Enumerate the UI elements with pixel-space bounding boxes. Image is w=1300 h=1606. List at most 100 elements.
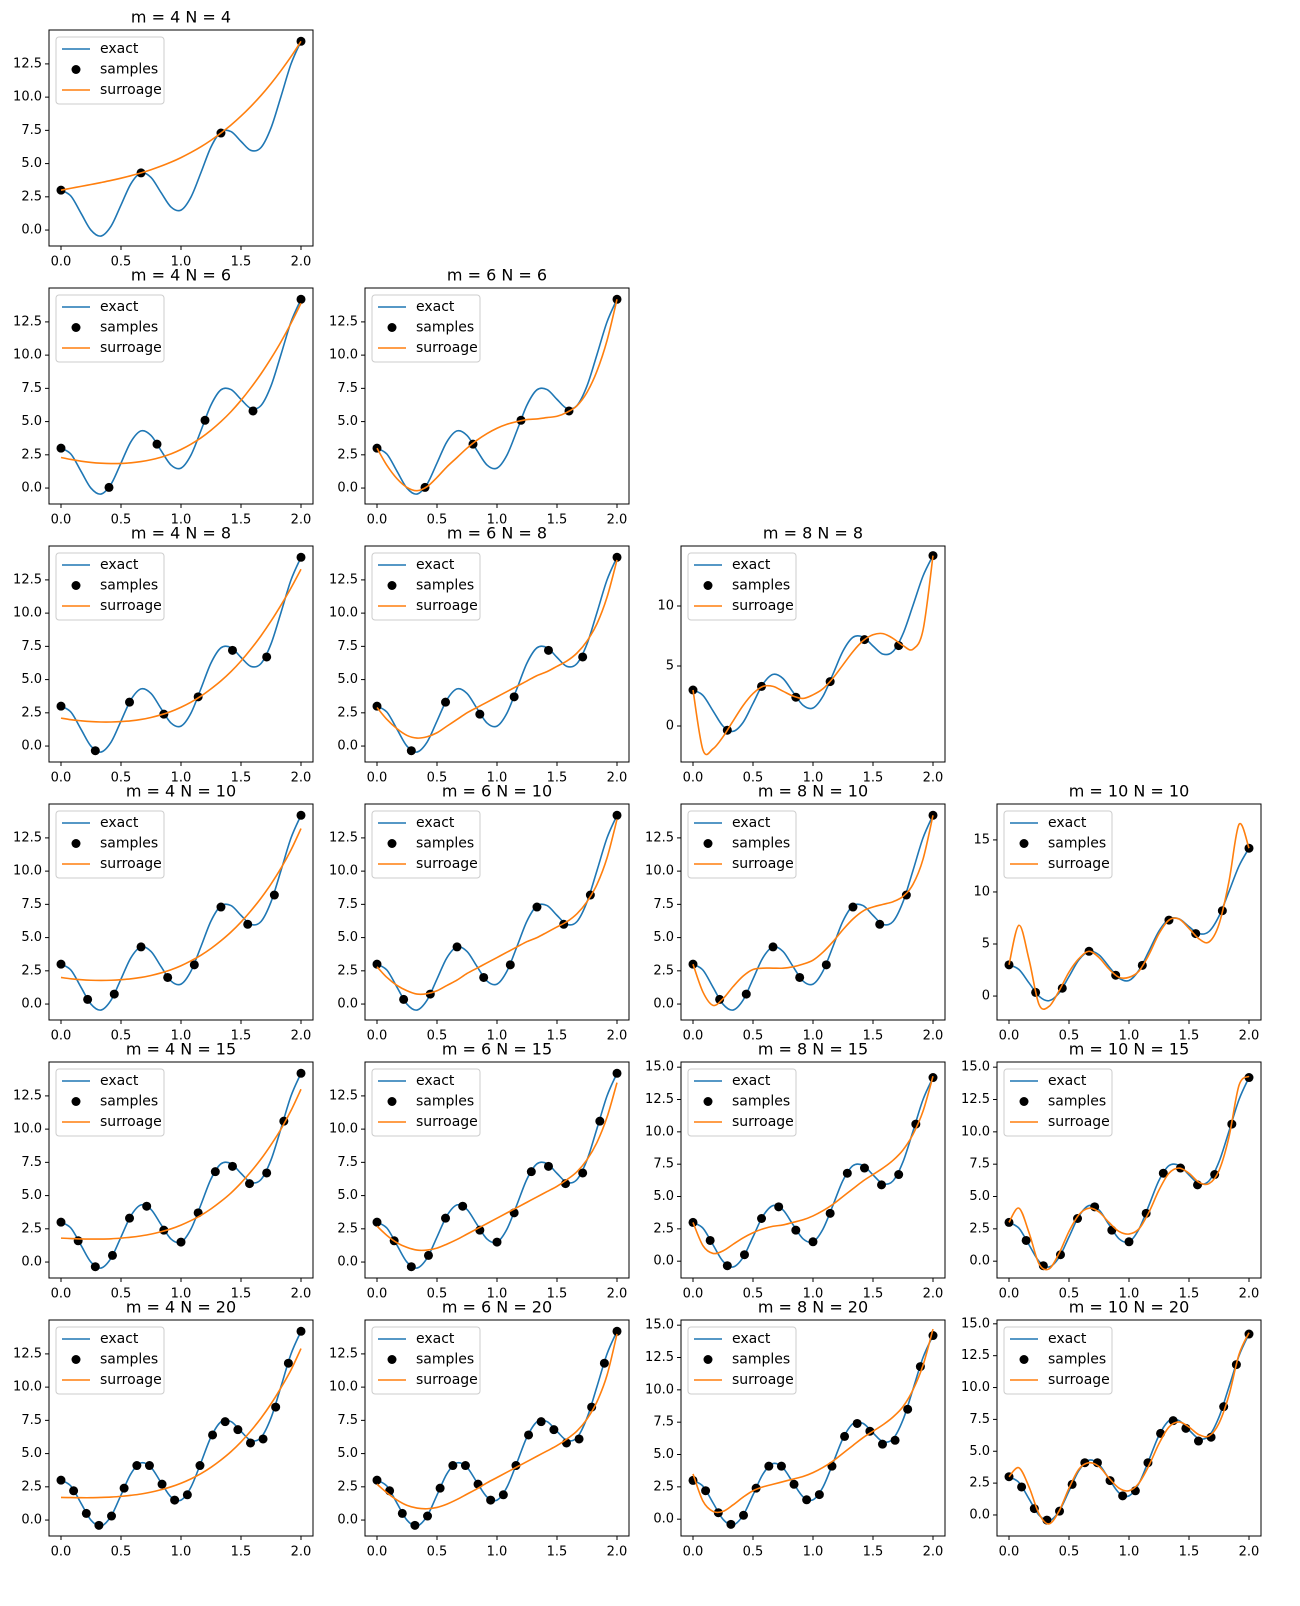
legend-label: surroage [100, 598, 162, 614]
sample-point [296, 1326, 306, 1336]
legend-label: exact [1048, 815, 1087, 831]
x-tick-label: 0.0 [51, 1287, 72, 1302]
sample-point [372, 1217, 382, 1227]
series-line [60, 828, 302, 982]
subplot: m = 8 N = 10 0.0 0.5 1.0 1.5 2.0 0.0 2.5 5.0 7.5 1… [645, 782, 946, 1044]
legend-label: exact [732, 1331, 771, 1347]
legend-label: surroage [732, 1114, 794, 1130]
sample-point [842, 1168, 852, 1178]
subplot: m = 4 N = 15 0.0 0.5 1.0 1.5 2.0 0.0 2.5 5.0 7.5 1… [13, 1040, 314, 1302]
legend-label: samples [1048, 1094, 1106, 1110]
x-tick-label: 1.0 [487, 1545, 508, 1560]
y-tick-label: 10.0 [961, 1380, 990, 1395]
sample-point [441, 1213, 451, 1223]
sample-point [448, 1461, 458, 1471]
sample-point [825, 1208, 835, 1218]
series-line [376, 559, 618, 739]
x-tick-label: 0.5 [111, 771, 132, 786]
x-tick-label: 1.0 [487, 1287, 508, 1302]
y-tick-label: 2.5 [21, 705, 42, 720]
y-tick-label: 5.0 [21, 1188, 42, 1203]
subplot: m = 4 N = 20 0.0 0.5 1.0 1.5 2.0 0.0 2.5 5.0 7.5 1… [13, 1298, 314, 1560]
x-tick-label: 0.5 [1059, 1287, 1080, 1302]
x-tick-label: 2.0 [1239, 1287, 1260, 1302]
x-tick-label: 2.0 [1239, 1029, 1260, 1044]
sample-point [372, 1475, 382, 1485]
subplot-title: m = 4 N = 15 [126, 1040, 236, 1059]
subplot-title: m = 4 N = 6 [131, 266, 231, 285]
y-tick-label: 5.0 [21, 156, 42, 171]
sample-point [543, 645, 553, 655]
legend-marker [703, 839, 713, 848]
sample-point [549, 1425, 559, 1435]
x-tick-label: 2.0 [923, 1287, 944, 1302]
sample-point [152, 439, 162, 449]
sample-point [1143, 1458, 1153, 1468]
sample-point [458, 1201, 468, 1211]
y-tick-label: 5.0 [337, 1446, 358, 1461]
legend-box [55, 36, 165, 105]
series-line [60, 302, 302, 465]
sample-point [56, 1217, 66, 1227]
y-tick-label: 15.0 [645, 1318, 674, 1333]
legend-marker [387, 1355, 397, 1364]
legend-box [1003, 1326, 1113, 1395]
x-tick-label: 0.5 [1059, 1545, 1080, 1560]
sample-point [269, 890, 279, 900]
x-tick-label: 2.0 [607, 513, 628, 528]
x-tick-label: 0.0 [51, 771, 72, 786]
x-tick-label: 1.5 [231, 255, 252, 270]
sample-point [104, 482, 114, 492]
x-tick-label: 1.0 [487, 513, 508, 528]
sample-point [189, 960, 199, 970]
y-tick-label: 5 [982, 937, 990, 952]
y-tick-label: 5.0 [337, 1188, 358, 1203]
sample-point [243, 919, 253, 929]
y-tick-label: 0.0 [337, 739, 358, 754]
sample-point [406, 746, 416, 756]
y-tick-label: 5.0 [21, 672, 42, 687]
sample-point [802, 1495, 812, 1505]
series-line [376, 299, 618, 492]
sample-point [532, 902, 542, 912]
sample-point [701, 1486, 711, 1496]
series-line [376, 1333, 618, 1510]
legend-label: exact [416, 557, 455, 573]
x-tick-label: 2.0 [607, 1029, 628, 1044]
legend-label: surroage [732, 598, 794, 614]
sample-point [877, 1439, 887, 1449]
y-tick-label: 7.5 [969, 1157, 990, 1172]
y-tick-label: 2.5 [337, 447, 358, 462]
sample-point [195, 1461, 205, 1471]
x-tick-label: 1.5 [863, 771, 884, 786]
sample-point [410, 1520, 420, 1530]
y-tick-label: 7.5 [337, 381, 358, 396]
x-tick-label: 1.0 [803, 771, 824, 786]
y-tick-label: 5.0 [337, 930, 358, 945]
sample-point [441, 697, 451, 707]
sample-point [852, 1418, 862, 1428]
legend-label: exact [416, 815, 455, 831]
x-tick-label: 1.0 [171, 771, 192, 786]
y-tick-label: 0.0 [653, 997, 674, 1012]
y-tick-label: 5 [666, 659, 674, 674]
subplot: m = 4 N = 6 0.0 0.5 1.0 1.5 2.0 0.0 2.5 5.0 7.5 10… [13, 266, 314, 528]
y-tick-label: 10.0 [13, 1380, 42, 1395]
y-tick-label: 0 [666, 719, 674, 734]
y-tick-label: 5.0 [653, 930, 674, 945]
y-tick-label: 12.5 [13, 314, 42, 329]
y-tick-label: 12.5 [13, 56, 42, 71]
y-tick-label: 12.5 [13, 1088, 42, 1103]
y-tick-label: 2.5 [653, 1221, 674, 1236]
legend-label: exact [100, 557, 139, 573]
legend-label: surroage [100, 1372, 162, 1388]
legend-box [55, 294, 165, 363]
series-line [60, 298, 302, 495]
sample-point [56, 701, 66, 711]
x-tick-label: 1.0 [171, 255, 192, 270]
series-line [1008, 1075, 1250, 1271]
x-tick-label: 0.5 [427, 771, 448, 786]
y-tick-label: 10.0 [13, 606, 42, 621]
x-tick-label: 0.5 [743, 1029, 764, 1044]
y-tick-label: 5.0 [653, 1189, 674, 1204]
